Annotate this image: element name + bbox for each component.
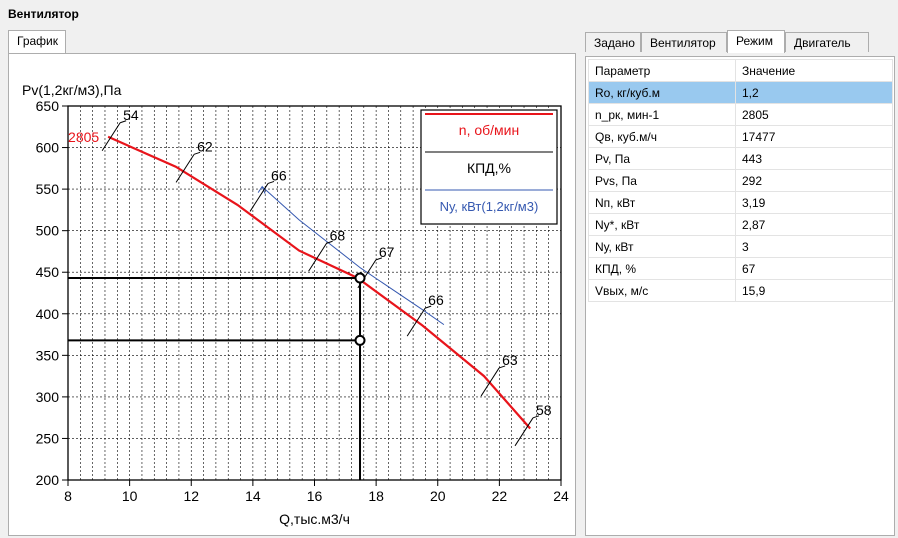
efficiency-mark	[480, 367, 500, 397]
efficiency-label: 58	[536, 402, 552, 418]
params-panel: Параметр Значение Ro, кг/куб.м 1,2 n_рк, …	[585, 56, 895, 536]
table-row[interactable]: Vвых, м/с 15,9	[588, 279, 893, 302]
y-tick-label: 600	[36, 140, 60, 156]
y-tick-label: 250	[36, 430, 60, 446]
y-tick-label: 550	[36, 181, 60, 197]
x-tick-label: 18	[368, 488, 384, 504]
param-value: 17477	[735, 125, 893, 148]
y-tick-label: 450	[36, 264, 60, 280]
efficiency-label: 67	[379, 244, 395, 260]
tab-dvigatel[interactable]: Двигатель	[785, 32, 869, 52]
efficiency-mark-leader	[193, 151, 201, 155]
efficiency-label: 62	[197, 138, 213, 154]
legend-label: Nу, кВт(1,2кг/м3)	[440, 199, 539, 214]
column-header-value[interactable]: Значение	[735, 59, 893, 82]
x-tick-label: 12	[183, 488, 199, 504]
efficiency-mark-leader	[326, 240, 333, 244]
efficiency-label: 68	[330, 227, 346, 243]
efficiency-mark	[308, 242, 328, 272]
param-value: 3,19	[735, 191, 893, 214]
table-row[interactable]: КПД, % 67	[588, 257, 893, 280]
efficiency-mark-leader	[425, 305, 432, 309]
efficiency-mark	[175, 154, 195, 183]
tab-zadano[interactable]: Задано	[585, 32, 641, 52]
efficiency-label: 66	[271, 167, 287, 183]
efficiency-mark-leader	[375, 257, 383, 261]
efficiency-label: 66	[428, 292, 444, 308]
table-row[interactable]: Nп, кВт 3,19	[588, 191, 893, 214]
y-axis-label: Pv(1,2кг/м3),Па	[22, 82, 122, 98]
power-curve	[261, 186, 445, 326]
table-row[interactable]: Nу, кВт 3	[588, 235, 893, 258]
param-value: 67	[735, 257, 893, 280]
tab-grafik[interactable]: График	[8, 30, 66, 53]
param-name: Pv, Па	[588, 147, 736, 170]
efficiency-mark-leader	[267, 180, 275, 184]
chart: 8 10 12 14 16 18 20 22 24 200 250 300 350 400 450 500 55…	[22, 82, 569, 527]
efficiency-mark	[514, 417, 534, 447]
param-value: 443	[735, 147, 893, 170]
efficiency-mark-leader	[498, 365, 506, 369]
chart-panel: 8 10 12 14 16 18 20 22 24 200 250 300 350 400 450 500 55…	[8, 53, 576, 536]
y-tick-label: 500	[36, 223, 60, 239]
efficiency-label: 63	[502, 352, 518, 368]
efficiency-mark-leader	[532, 415, 540, 419]
speed-curve-label: 2805	[68, 129, 99, 145]
efficiency-mark-leader	[119, 120, 127, 124]
power-curve-arrow	[257, 185, 266, 194]
efficiency-label: 54	[123, 107, 139, 123]
y-tick-label: 650	[36, 98, 60, 114]
params-header-row: Параметр Значение	[588, 59, 893, 82]
param-value: 1,2	[735, 81, 893, 104]
x-tick-label: 24	[553, 488, 569, 504]
param-value: 15,9	[735, 279, 893, 302]
legend-label: КПД,%	[467, 160, 511, 176]
param-value: 2,87	[735, 213, 893, 236]
window-title: Вентилятор	[8, 7, 79, 21]
param-name: Pvs, Па	[588, 169, 736, 192]
speed-curve	[107, 135, 532, 430]
column-header-parameter[interactable]: Параметр	[588, 59, 736, 82]
table-row[interactable]: Qв, куб.м/ч 17477	[588, 125, 893, 148]
param-value: 2805	[735, 103, 893, 126]
param-value: 292	[735, 169, 893, 192]
legend-label: n, об/мин	[459, 122, 519, 138]
table-row[interactable]: n_рк, мин-1 2805	[588, 103, 893, 126]
tab-rezhim[interactable]: Режим	[727, 30, 785, 53]
x-tick-label: 16	[307, 488, 323, 504]
x-tick-label: 14	[245, 488, 261, 504]
param-name: КПД, %	[588, 257, 736, 280]
param-name: Vвых, м/с	[588, 279, 736, 302]
tab-ventilyator[interactable]: Вентилятор	[641, 32, 727, 52]
param-name: Ro, кг/куб.м	[588, 81, 736, 104]
x-tick-label: 20	[430, 488, 446, 504]
efficiency-mark	[101, 122, 121, 152]
table-row[interactable]: Pvs, Па 292	[588, 169, 893, 192]
param-value: 3	[735, 235, 893, 258]
param-name: Nу*, кВт	[588, 213, 736, 236]
y-tick-label: 400	[36, 306, 60, 322]
table-row[interactable]: Pv, Па 443	[588, 147, 893, 170]
static-point[interactable]	[354, 334, 366, 346]
x-tick-label: 10	[122, 488, 138, 504]
table-row[interactable]: Ro, кг/куб.м 1,2	[588, 81, 893, 104]
param-name: Nп, кВт	[588, 191, 736, 214]
x-tick-label: 8	[64, 488, 72, 504]
params-table: Параметр Значение Ro, кг/куб.м 1,2 n_рк, …	[588, 59, 893, 302]
y-tick-label: 200	[36, 472, 60, 488]
legend-box	[420, 109, 558, 225]
x-axis-label: Q,тыс.м3/ч	[279, 511, 350, 527]
param-name: n_рк, мин-1	[588, 103, 736, 126]
right-tabs: Задано Вентилятор Режим Двигатель	[585, 30, 895, 56]
param-name: Nу, кВт	[588, 235, 736, 258]
param-name: Qв, куб.м/ч	[588, 125, 736, 148]
efficiency-mark	[249, 183, 269, 212]
efficiency-mark	[406, 307, 426, 337]
operating-point[interactable]	[354, 272, 366, 284]
table-row[interactable]: Nу*, кВт 2,87	[588, 213, 893, 236]
y-tick-label: 350	[36, 347, 60, 363]
x-tick-label: 22	[492, 488, 508, 504]
y-tick-label: 300	[36, 389, 60, 405]
